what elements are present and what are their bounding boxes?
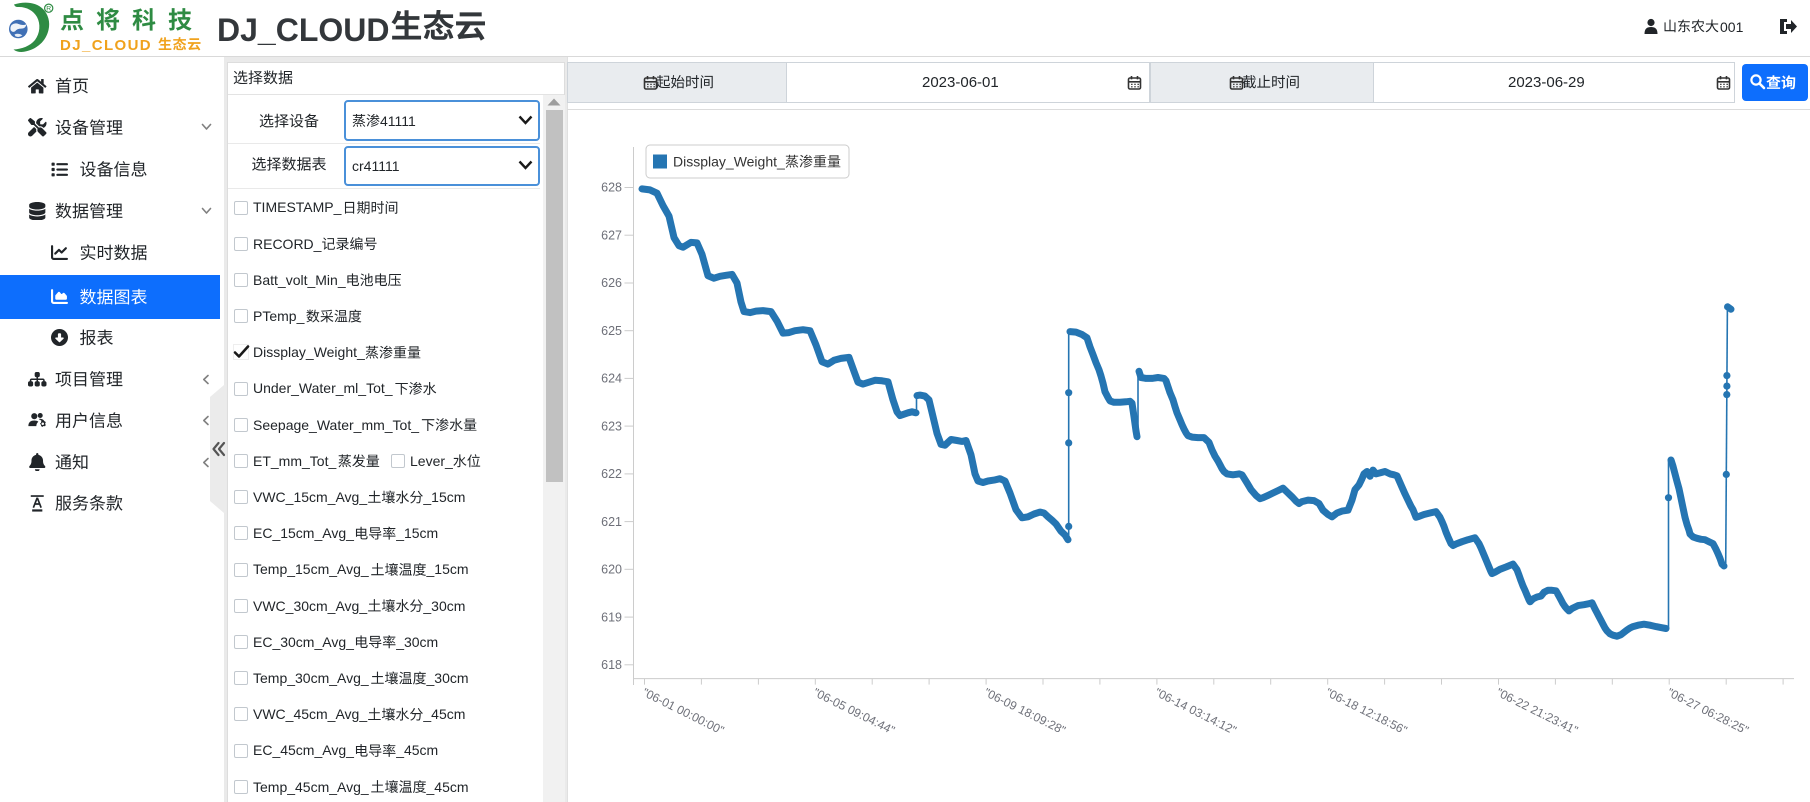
svg-text:620: 620	[601, 563, 622, 577]
svg-text:"06-05 09:04:44": "06-05 09:04:44"	[811, 685, 897, 737]
svg-text:"06-27 06:28:25": "06-27 06:28:25"	[1665, 685, 1751, 737]
svg-text:"06-22 21:23:41": "06-22 21:23:41"	[1494, 685, 1580, 737]
svg-text:621: 621	[601, 515, 622, 529]
svg-text:"06-14 03:14:12": "06-14 03:14:12"	[1153, 685, 1239, 737]
svg-text:"06-01 00:00:00": "06-01 00:00:00"	[640, 685, 726, 737]
svg-text:625: 625	[601, 324, 622, 338]
svg-text:Dissplay_Weight_: Dissplay_Weight_	[673, 154, 785, 170]
svg-text:619: 619	[601, 610, 622, 624]
svg-text:618: 618	[601, 658, 622, 672]
svg-text:624: 624	[601, 372, 622, 386]
svg-text:626: 626	[601, 276, 622, 290]
svg-text:"06-18 12:18:56": "06-18 12:18:56"	[1323, 685, 1409, 737]
svg-text:627: 627	[601, 228, 622, 242]
svg-text:R: R	[46, 6, 51, 13]
svg-text:622: 622	[601, 467, 622, 481]
svg-text:628: 628	[601, 181, 622, 195]
svg-text:"06-09 18:09:28": "06-09 18:09:28"	[982, 685, 1068, 737]
svg-text:623: 623	[601, 419, 622, 433]
